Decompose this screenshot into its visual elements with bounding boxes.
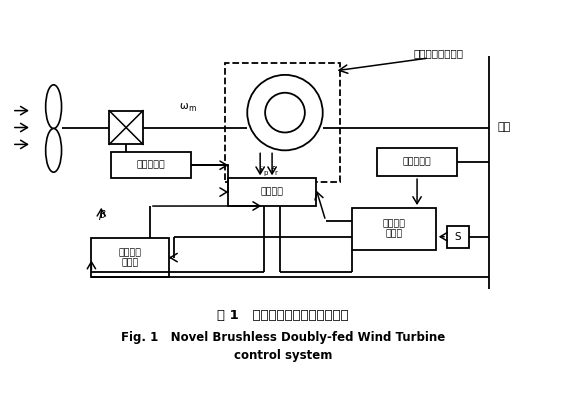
Ellipse shape [46,85,62,128]
Text: 无刷双馈电机系统: 无刷双馈电机系统 [414,48,464,58]
Ellipse shape [46,128,62,172]
Text: Fig. 1   Novel Brushless Doubly-fed Wind Turbine: Fig. 1 Novel Brushless Doubly-fed Wind T… [121,330,445,344]
Text: r: r [275,170,277,176]
Text: control system: control system [234,350,332,362]
Text: p: p [263,170,267,176]
Text: 转速传感器: 转速传感器 [136,161,165,170]
Text: f: f [271,166,273,175]
Bar [351,208,436,250]
Text: 最大功率
跟踪器: 最大功率 跟踪器 [382,219,405,238]
Text: 变频装置: 变频装置 [260,188,284,196]
Text: 图 1   新型无刷双馈电机控制系统: 图 1 新型无刷双馈电机控制系统 [217,309,349,322]
Bar [229,178,316,206]
Bar [111,152,191,178]
Text: 功率传感器: 功率传感器 [402,158,431,167]
Text: β: β [98,210,105,220]
Circle shape [247,75,323,150]
Text: m: m [188,104,195,113]
Text: S: S [454,232,461,242]
Text: i: i [260,166,263,175]
Bar [447,226,469,248]
Bar [225,63,340,182]
Bar [378,148,457,176]
Text: ω: ω [179,101,188,111]
Text: 电网: 电网 [498,122,511,132]
Bar [91,238,169,278]
Text: 平稳功率
控制器: 平稳功率 控制器 [118,248,142,267]
Circle shape [265,93,305,132]
Bar [109,111,143,144]
